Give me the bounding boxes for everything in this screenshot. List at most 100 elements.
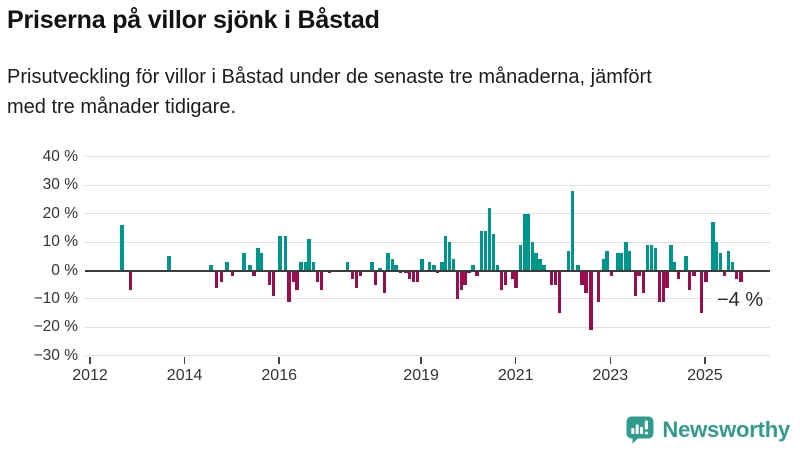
gridline-40 [85,156,770,158]
bar-2023.24 [619,253,624,271]
bar-2016.72 [311,261,315,271]
bar-2019.52 [443,236,448,271]
bar-2020.44 [487,207,491,271]
gridline-10 [85,241,770,243]
bar-2023.53 [633,270,638,297]
bar-2023.02 [609,270,613,277]
chart-subtitle: Prisutveckling för villor i Båstad under… [7,62,652,122]
bar-2016.38 [295,270,299,291]
bar-2020.93 [510,270,515,280]
chart-title: Priserna på villor sjönk i Båstad [7,6,380,34]
bar-2025.17 [711,222,715,271]
bar-2022.49 [584,270,588,294]
bar-2018.04 [373,270,378,285]
bar-2016.89 [319,270,323,291]
bar-2015.8 [268,270,272,285]
bar-2017.63 [354,270,358,288]
bar-2017.72 [358,270,363,277]
x-axis-tick-label: 2012 [72,367,108,384]
y-axis-tick-label: −10 % [33,289,78,307]
gridline--30 [85,355,770,357]
bar-2018.68 [404,270,408,274]
bar-2020.18 [475,270,479,277]
bar-2024.44 [676,270,681,280]
bar-2019.85 [459,270,463,291]
y-axis-tick-label: 40 % [42,147,78,165]
x-axis-tick-label: 2025 [687,367,723,384]
bar-2015.63 [259,253,264,271]
bar-2021.1 [518,244,523,271]
bar-2018.84 [411,270,416,282]
bar-2021.84 [553,270,558,285]
bar-2020.36 [483,230,488,271]
gridline--10 [85,298,770,300]
bar-2015.38 [248,264,252,271]
bar-2023.61 [637,270,641,277]
bar-2021.6 [542,264,546,271]
x-axis-tick-label: 2023 [592,367,629,384]
bar-2024.6 [684,256,688,271]
bar-2021.35 [530,242,534,271]
bar-2020.1 [471,264,475,271]
bar-2022.59 [589,270,593,331]
bar-2021.01 [514,270,518,288]
zero-baseline [85,269,770,272]
bar-2013.67 [167,256,171,271]
bar-2022.85 [601,259,605,271]
bar-2024.68 [688,270,692,291]
bar-2023.16 [616,253,620,271]
bar-2022.75 [596,270,601,302]
bar-2022.32 [576,264,580,271]
bar-2014.56 [209,264,213,271]
bar-2016.3 [291,270,296,282]
bar-2018.56 [398,270,402,274]
gridline-30 [85,184,770,186]
bar-2020.01 [467,270,471,274]
newsworthy-icon [626,416,654,444]
x-axis-tick-mark [514,357,517,364]
newsworthy-wordmark: Newsworthy [662,417,790,442]
bar-2019.6 [447,242,452,271]
bar-2021.51 [538,259,542,271]
bar-2020.7 [499,270,504,291]
bar-2016.81 [315,270,320,282]
bar-2025.41 [722,270,726,277]
bar-2012.68 [120,225,124,271]
bar-2015.55 [256,247,260,271]
bar-2020.78 [503,270,507,285]
x-axis-tick-mark [420,357,422,364]
bar-2018.39 [390,259,394,271]
bar-2017.06 [327,270,332,274]
bar-2016.02 [278,236,282,271]
bar-2021.76 [549,270,554,285]
bar-2021.18 [522,213,526,271]
bar-2019.44 [440,261,444,271]
bar-2012.85 [128,270,132,291]
bar-2023.7 [641,270,646,294]
bar-2019.18 [427,261,432,271]
bar-2022.4 [580,270,584,285]
bar-2016.21 [287,270,291,302]
bar-2022.12 [566,250,571,271]
gridline--20 [85,326,770,328]
x-axis-tick-label: 2021 [497,367,534,384]
bar-2015.26 [242,253,246,271]
y-axis-tick-label: 30 % [42,176,78,194]
bar-2024.28 [669,244,673,271]
chart-subtitle-line2: med tre månader tidigare. [7,96,237,118]
bar-2016.63 [307,239,311,271]
bar-2018.92 [415,270,419,282]
bar-2024.2 [665,270,669,288]
bar-2017.45 [346,261,350,271]
bar-2025.76 [739,270,743,282]
bar-2020.53 [491,233,496,271]
bar-2015.01 [230,270,235,277]
y-axis-tick-label: −30 % [33,346,78,364]
bar-2018.76 [408,270,412,280]
bar-2025.5 [726,250,731,271]
y-axis-tick-label: 20 % [42,204,78,222]
y-axis-tick-label: 10 % [42,233,78,251]
bar-2016.13 [283,236,288,271]
bar-2014.78 [219,270,224,282]
x-axis-tick-label: 2019 [403,367,439,384]
